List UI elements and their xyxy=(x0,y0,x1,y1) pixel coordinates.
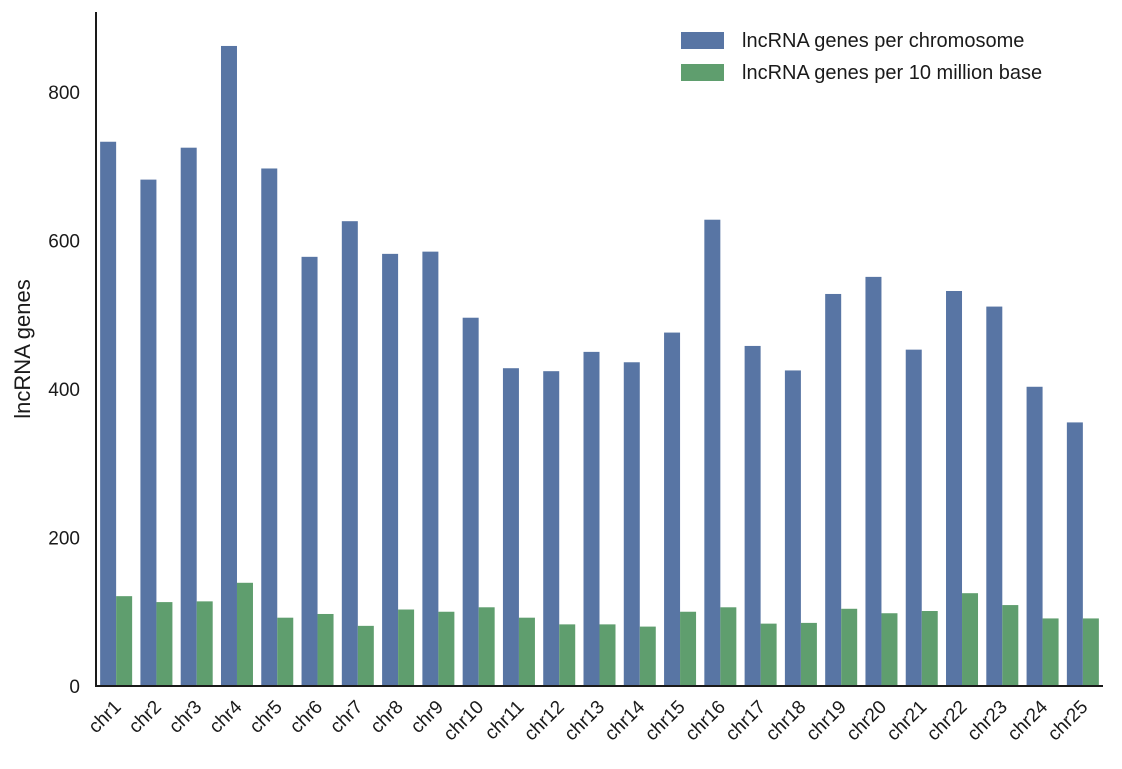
bars-group xyxy=(100,45,1099,687)
bar-genes-per-chromosome xyxy=(946,290,963,686)
bar-genes-per-chromosome xyxy=(744,345,761,686)
x-tick-label: chr22 xyxy=(923,697,971,745)
x-tick-label: chr18 xyxy=(762,697,810,745)
bar-genes-per-10mb xyxy=(800,622,817,686)
bar-genes-per-chromosome xyxy=(382,253,399,687)
bar-genes-per-10mb xyxy=(518,617,535,686)
bar-genes-per-10mb xyxy=(921,611,938,686)
bar-genes-per-chromosome xyxy=(341,221,358,686)
x-ticks-group: chr1 chr2 chr3 chr4 chr5 chr6 chr7 chr8 chr9chr1… xyxy=(85,696,1093,745)
bar-genes-per-chromosome xyxy=(502,368,519,686)
bar-genes-per-chromosome xyxy=(261,168,278,687)
bar-genes-per-10mb xyxy=(277,617,294,686)
x-tick-label: chr8 xyxy=(367,697,408,738)
bar-genes-per-chromosome xyxy=(180,147,197,686)
bar-genes-per-chromosome xyxy=(462,317,479,686)
legend-label: lncRNA genes per 10 million base xyxy=(742,62,1042,84)
bar-genes-per-10mb xyxy=(1082,618,1099,686)
x-tick-label: chr4 xyxy=(206,696,247,737)
legend-swatch xyxy=(681,64,724,81)
bar-genes-per-chromosome xyxy=(905,349,922,686)
bar-genes-per-10mb xyxy=(841,608,858,686)
x-tick-label: chr13 xyxy=(561,697,609,745)
y-axis-title: lncRNA genes xyxy=(10,279,35,418)
x-tick-label: chr25 xyxy=(1044,697,1092,745)
bar-genes-per-10mb xyxy=(357,625,374,686)
x-tick-label: chr3 xyxy=(165,697,206,738)
x-tick-label: chr6 xyxy=(286,697,327,738)
x-tick-label: chr14 xyxy=(601,696,650,745)
legend-swatch xyxy=(681,32,724,49)
x-tick-label: chr24 xyxy=(1004,696,1053,745)
bar-genes-per-10mb xyxy=(116,596,133,686)
bar-genes-per-10mb xyxy=(196,601,213,686)
y-tick-label: 400 xyxy=(48,380,80,401)
bar-genes-per-10mb xyxy=(962,593,979,686)
bar-genes-per-chromosome xyxy=(825,293,842,686)
bar-genes-per-10mb xyxy=(680,611,697,686)
x-tick-label: chr7 xyxy=(326,697,367,738)
bar-genes-per-10mb xyxy=(760,623,777,686)
legend-label: lncRNA genes per chromosome xyxy=(742,30,1024,52)
x-tick-label: chr17 xyxy=(722,697,770,745)
bar-genes-per-chromosome xyxy=(623,362,640,686)
bar-genes-per-10mb xyxy=(881,613,898,686)
x-tick-label: chr2 xyxy=(125,697,166,738)
bar-genes-per-chromosome xyxy=(220,45,237,686)
bar-genes-per-chromosome xyxy=(301,256,318,686)
x-tick-label: chr12 xyxy=(520,697,568,745)
bar-genes-per-10mb xyxy=(559,624,576,686)
x-tick-label: chr11 xyxy=(481,697,528,744)
y-tick-label: 800 xyxy=(48,83,80,104)
y-ticks-group: 0 200 400 600 800 xyxy=(48,83,80,698)
bar-genes-per-chromosome xyxy=(583,351,600,687)
bar-genes-per-10mb xyxy=(236,582,253,686)
x-tick-label: chr1 xyxy=(85,697,126,738)
bar-genes-per-10mb xyxy=(639,626,656,686)
x-tick-label: chr19 xyxy=(802,697,850,745)
legend: lncRNA genes per chromosome lncRNA genes … xyxy=(681,30,1042,84)
bar-genes-per-10mb xyxy=(1002,605,1019,686)
bar-genes-per-chromosome xyxy=(986,306,1003,686)
x-tick-label: chr20 xyxy=(843,697,891,745)
bar-genes-per-chromosome xyxy=(543,371,560,686)
bar-genes-per-10mb xyxy=(720,607,737,686)
bar-genes-per-10mb xyxy=(478,607,495,686)
bar-genes-per-10mb xyxy=(438,611,455,686)
bar-genes-per-10mb xyxy=(317,613,334,686)
bar-genes-per-chromosome xyxy=(140,179,157,687)
bar-genes-per-10mb xyxy=(398,609,415,686)
y-tick-label: 200 xyxy=(48,529,80,550)
bar-genes-per-chromosome xyxy=(422,251,439,686)
bar-genes-per-10mb xyxy=(1042,618,1059,686)
x-tick-label: chr10 xyxy=(440,697,488,745)
x-tick-label: chr21 xyxy=(883,697,931,745)
bar-genes-per-chromosome xyxy=(704,219,721,686)
bar-genes-per-10mb xyxy=(599,624,616,686)
bar-genes-per-chromosome xyxy=(100,141,117,686)
bar-genes-per-10mb xyxy=(156,602,173,686)
x-tick-label: chr23 xyxy=(963,697,1011,745)
x-tick-label: chr5 xyxy=(246,697,287,738)
y-tick-label: 0 xyxy=(69,677,80,698)
x-tick-label: chr15 xyxy=(641,697,689,745)
bar-genes-per-chromosome xyxy=(784,370,801,686)
bar-genes-per-chromosome xyxy=(664,332,681,686)
y-tick-label: 600 xyxy=(48,232,80,253)
x-tick-label: chr16 xyxy=(681,697,729,745)
bar-genes-per-chromosome xyxy=(1066,422,1083,686)
bar-genes-per-chromosome xyxy=(865,276,882,686)
bar-genes-per-chromosome xyxy=(1026,386,1043,686)
